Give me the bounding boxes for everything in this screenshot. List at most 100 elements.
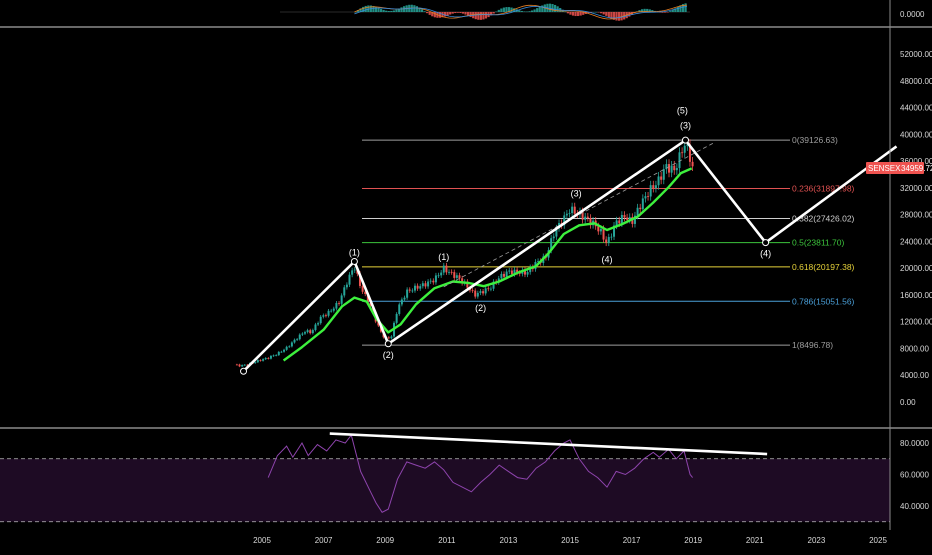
candle-body bbox=[649, 185, 652, 197]
macd-histogram-bar bbox=[664, 12, 667, 13]
candle-body bbox=[607, 237, 610, 243]
macd-histogram-bar bbox=[669, 11, 672, 12]
candle-body bbox=[437, 275, 440, 277]
fib-level-label: 1(8496.78) bbox=[792, 340, 833, 350]
macd-histogram-bar bbox=[681, 4, 685, 12]
candle-body bbox=[652, 185, 655, 189]
price-badge: SENSEX 34959.72 bbox=[866, 162, 932, 174]
candle-body bbox=[691, 161, 694, 167]
candle-body bbox=[348, 274, 351, 285]
candle-body bbox=[618, 220, 621, 224]
candle-body bbox=[628, 217, 631, 220]
macd-histogram-bar bbox=[528, 11, 531, 12]
price-badge-background bbox=[866, 162, 924, 174]
macd-panel bbox=[280, 3, 690, 21]
macd-histogram-bar bbox=[513, 8, 516, 12]
macd-histogram-bar bbox=[661, 12, 664, 13]
macd-histogram-bar bbox=[356, 10, 360, 12]
wave-label: (4) bbox=[760, 249, 771, 259]
candle-body bbox=[283, 349, 286, 352]
candle-body bbox=[670, 165, 673, 173]
macd-histogram-bar bbox=[443, 12, 447, 17]
candle-body bbox=[482, 291, 485, 294]
candle-body bbox=[387, 337, 390, 339]
macd-histogram-bar bbox=[551, 4, 554, 12]
candle-body bbox=[466, 281, 469, 288]
macd-histogram-bar bbox=[492, 12, 495, 14]
candle-body bbox=[571, 206, 574, 214]
candle-body bbox=[681, 152, 684, 154]
wave-label: (5) bbox=[677, 106, 688, 116]
macd-histogram-bar bbox=[556, 6, 559, 12]
candle-body bbox=[343, 287, 346, 296]
macd-histogram-bar bbox=[374, 6, 378, 12]
candle-body bbox=[450, 271, 453, 273]
fib-level-label: 0.618(20197.38) bbox=[792, 262, 855, 272]
macd-histogram-bar bbox=[426, 12, 429, 14]
candle-body bbox=[613, 225, 616, 237]
candle-body bbox=[675, 168, 678, 171]
macd-histogram-bar bbox=[413, 5, 416, 12]
macd-histogram-bar bbox=[469, 12, 472, 18]
candle-body bbox=[259, 360, 262, 361]
candle-body bbox=[461, 278, 464, 284]
candle-body bbox=[505, 271, 508, 277]
candle-body bbox=[662, 169, 665, 180]
price-tick-label: 40000.00 bbox=[900, 130, 932, 139]
macd-histogram-bar bbox=[666, 12, 669, 13]
macd-tick-label: 0.0000 bbox=[900, 10, 925, 19]
macd-histogram-bar bbox=[533, 9, 536, 12]
candle-body bbox=[686, 144, 689, 146]
candle-body bbox=[285, 346, 288, 350]
fib-level-label: 0.236(31897.98) bbox=[792, 184, 855, 194]
fib-level-label: 0.5(23811.70) bbox=[792, 238, 844, 248]
candle-body bbox=[330, 310, 333, 312]
price-tick-label: 32000.00 bbox=[900, 184, 932, 193]
macd-histogram-bar bbox=[428, 12, 431, 15]
macd-signal-line bbox=[354, 5, 688, 19]
candle-body bbox=[338, 302, 341, 304]
candle-body bbox=[408, 289, 411, 291]
candle-body bbox=[487, 288, 490, 290]
candle-body bbox=[303, 332, 306, 334]
candle-body bbox=[647, 196, 650, 197]
candle-body bbox=[626, 217, 629, 220]
wave-label: (4) bbox=[601, 255, 612, 265]
candle-body bbox=[610, 236, 613, 238]
macd-histogram-bar bbox=[495, 11, 498, 13]
candle-body bbox=[301, 333, 304, 335]
candle-body bbox=[432, 280, 435, 283]
macd-histogram-bar bbox=[385, 10, 388, 12]
macd-histogram-bar bbox=[359, 8, 362, 12]
candle-body bbox=[489, 288, 492, 290]
candle-body bbox=[324, 315, 327, 317]
macd-histogram-bar bbox=[538, 6, 541, 12]
candle-body bbox=[636, 207, 639, 216]
candle-body bbox=[565, 213, 568, 216]
macd-histogram-bar bbox=[638, 10, 641, 12]
wave-label: (2) bbox=[475, 303, 486, 313]
candle-body bbox=[584, 216, 587, 220]
price-tick-label: 52000.00 bbox=[900, 50, 932, 59]
candle-body bbox=[513, 269, 516, 275]
macd-histogram-bar bbox=[392, 10, 395, 12]
macd-histogram-bar bbox=[607, 12, 610, 18]
macd-histogram-bar bbox=[612, 12, 616, 20]
candle-body bbox=[272, 355, 275, 357]
macd-histogram-bar bbox=[466, 12, 470, 16]
macd-histogram-bar bbox=[505, 7, 508, 12]
candle-body bbox=[335, 302, 338, 309]
candle-body bbox=[644, 196, 647, 199]
candle-body bbox=[366, 294, 369, 303]
candle-body bbox=[471, 290, 474, 292]
macd-histogram-bar bbox=[523, 11, 526, 12]
candle-body bbox=[492, 281, 495, 289]
candle-body bbox=[280, 351, 283, 353]
macd-histogram-bar bbox=[418, 7, 421, 12]
x-tick-label: 2011 bbox=[438, 536, 456, 545]
candle-body bbox=[660, 176, 663, 180]
candle-body bbox=[309, 330, 312, 334]
x-tick-label: 2021 bbox=[746, 536, 764, 545]
